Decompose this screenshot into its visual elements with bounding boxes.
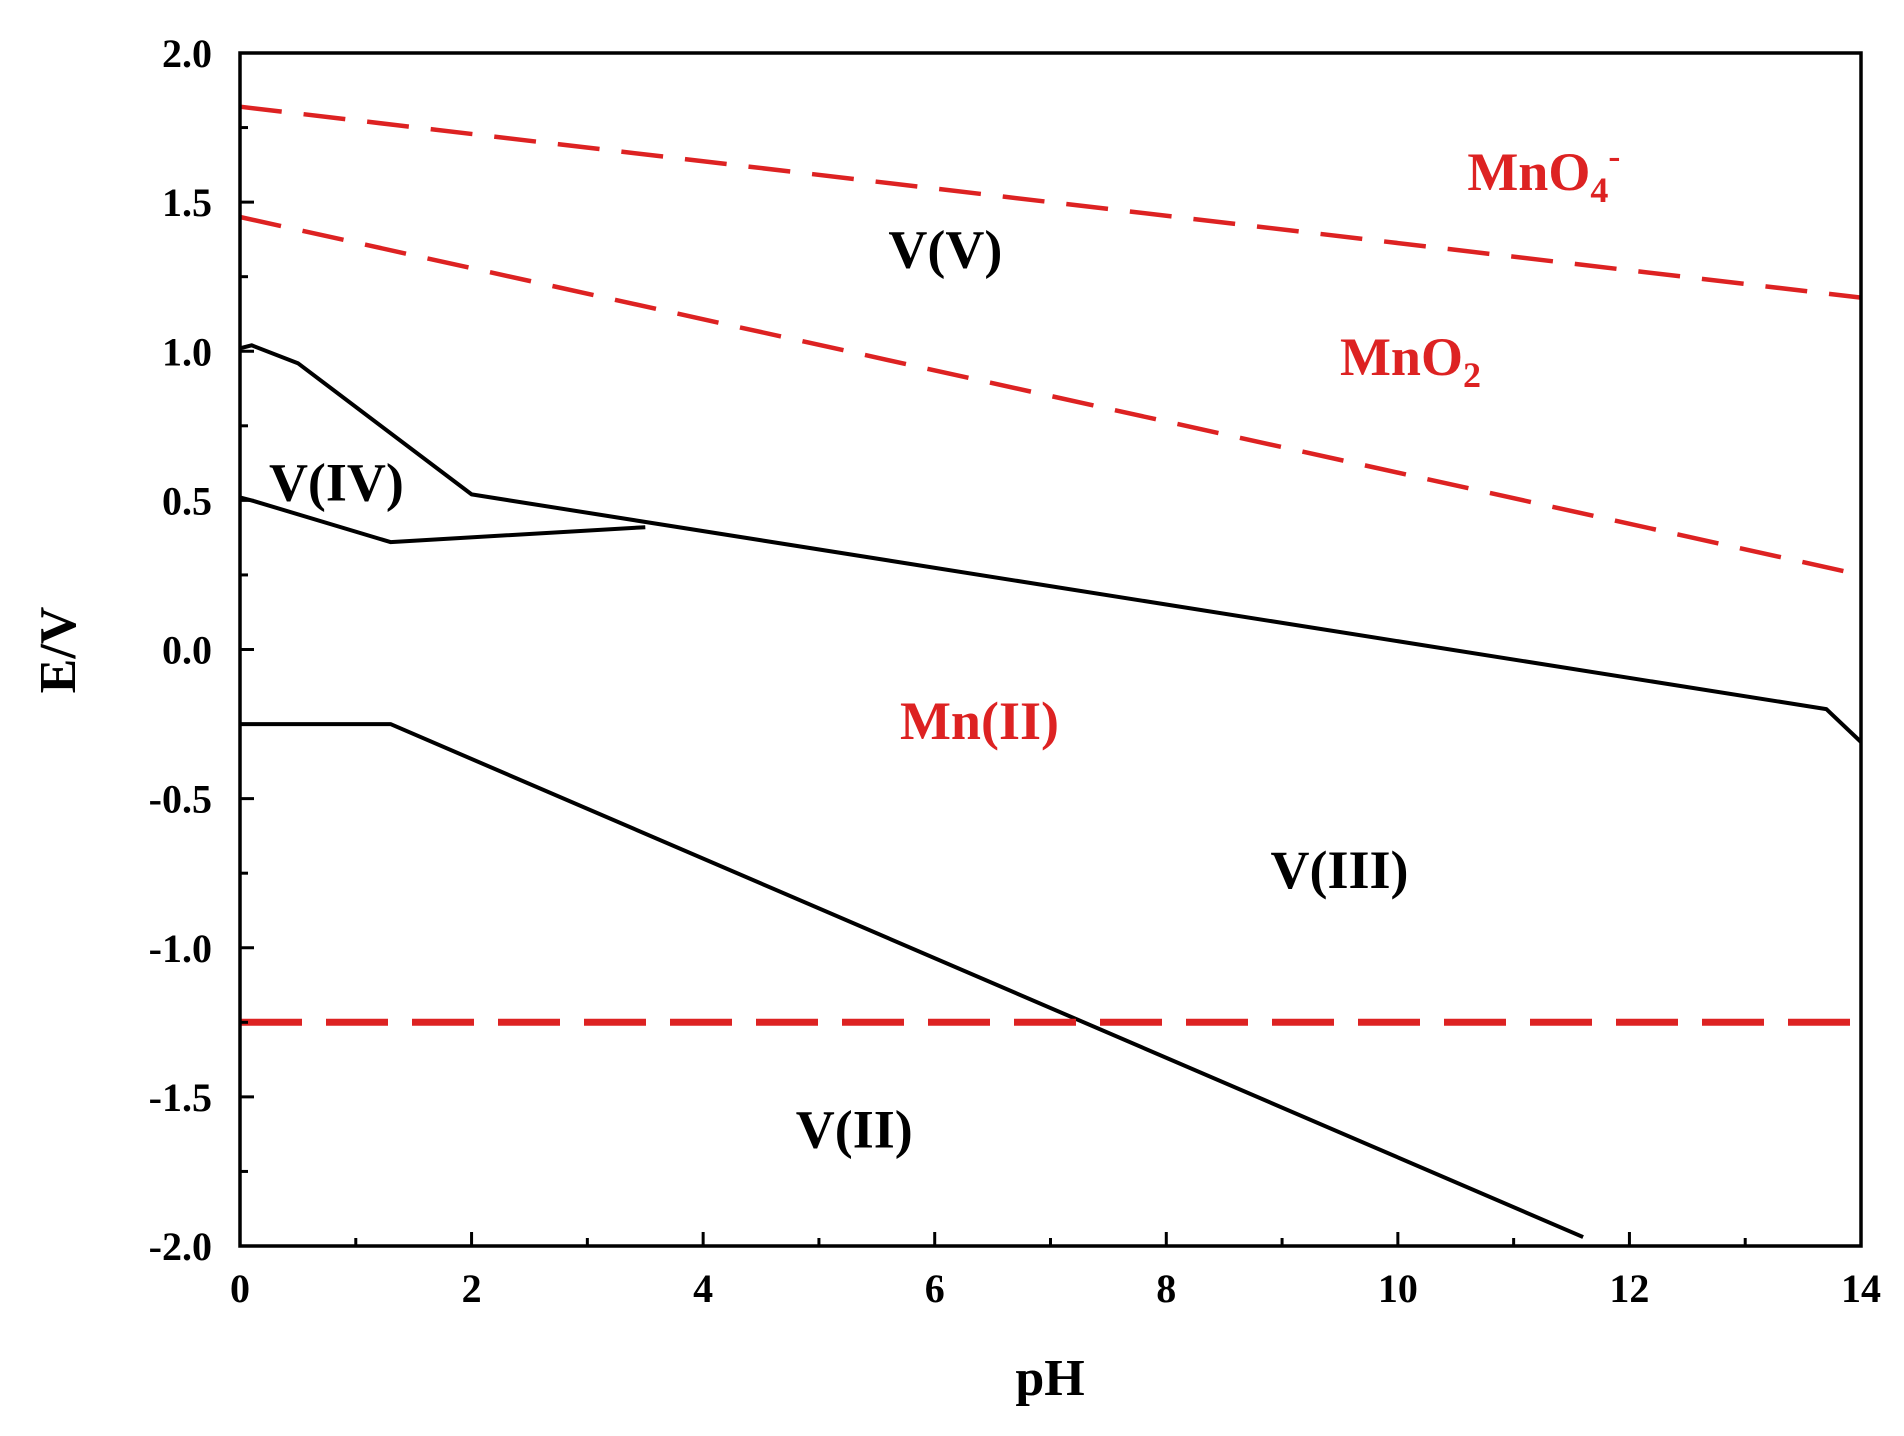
tick-layer: 0 2 4 6 8 10 12 14 2.0 1.5 1.0 0.5 0.0 -0.5 -1.0 -1.5 -2… [149,31,1881,1311]
y-tick-label: 0.0 [162,628,212,673]
x-axis-title: pH [1015,1350,1084,1407]
region-label-6: Mn(II) [900,691,1059,751]
x-tick-label: 2 [462,1266,482,1311]
region-label-4: MnO4- [1467,136,1620,210]
y-tick-label: 1.5 [162,180,212,225]
x-tick-label: 14 [1841,1266,1881,1311]
x-tick-label: 4 [693,1266,713,1311]
region-label-3: V(II) [796,1100,913,1160]
x-tick-label: 8 [1156,1266,1176,1311]
y-axis-title: E/V [30,607,87,694]
x-tick-label: 10 [1378,1266,1418,1311]
x-tick-label: 12 [1609,1266,1649,1311]
y-tick-label: -2.0 [149,1224,212,1269]
series-line-4 [239,214,1862,578]
y-tick-label: -1.5 [149,1075,212,1120]
x-tick-label: 6 [925,1266,945,1311]
x-tick-label: 0 [230,1266,250,1311]
y-tick-label: -0.5 [149,777,212,822]
region-label-2: V(III) [1270,840,1408,900]
region-label-5: MnO2 [1340,327,1481,395]
y-tick-label: -1.0 [149,926,212,971]
y-tick-label: 0.5 [162,478,212,523]
region-label-1: V(IV) [269,452,404,512]
series-layer [239,104,1863,1239]
y-tick-label: 2.0 [162,31,212,76]
series-line-3 [239,104,1862,300]
plot-frame [238,51,1863,1248]
series-line-0 [239,343,1863,744]
series-line-2 [240,722,1584,1239]
y-tick-label: 1.0 [162,329,212,374]
label-layer: V(V) V(IV) V(III) V(II) MnO4- MnO2 Mn(II) [269,136,1620,1159]
region-label-0: V(V) [888,220,1002,280]
